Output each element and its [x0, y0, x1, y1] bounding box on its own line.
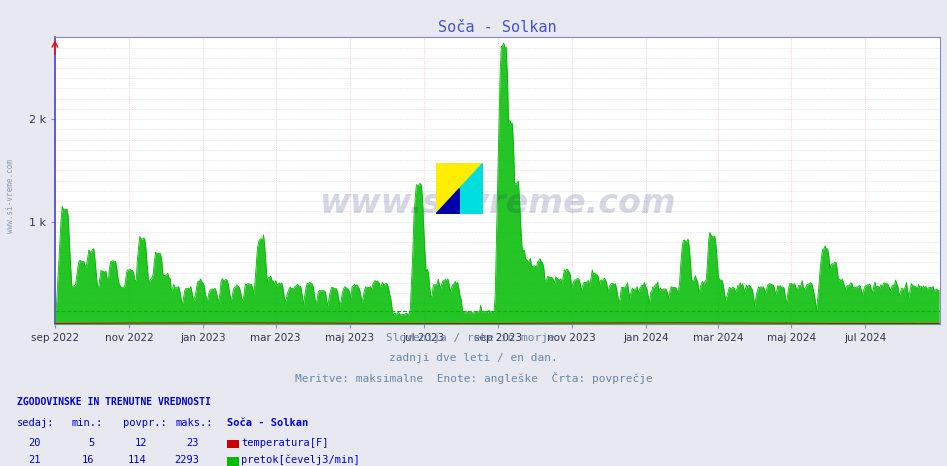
Text: Slovenija / reke in morje.: Slovenija / reke in morje. — [385, 333, 562, 343]
Text: ZGODOVINSKE IN TRENUTNE VREDNOSTI: ZGODOVINSKE IN TRENUTNE VREDNOSTI — [17, 397, 211, 407]
Text: 21: 21 — [28, 455, 41, 465]
Text: Meritve: maksimalne  Enote: angleške  Črta: povprečje: Meritve: maksimalne Enote: angleške Črta… — [295, 372, 652, 384]
Text: 16: 16 — [82, 455, 95, 465]
Text: povpr.:: povpr.: — [123, 418, 167, 428]
Text: www.si-vreme.com: www.si-vreme.com — [319, 187, 676, 220]
Text: 5: 5 — [88, 438, 95, 448]
Text: min.:: min.: — [71, 418, 102, 428]
Polygon shape — [436, 163, 483, 214]
Text: 20: 20 — [28, 438, 41, 448]
Text: sedaj:: sedaj: — [17, 418, 55, 428]
Text: zadnji dve leti / en dan.: zadnji dve leti / en dan. — [389, 353, 558, 363]
Polygon shape — [436, 163, 483, 214]
Text: maks.:: maks.: — [175, 418, 213, 428]
Text: www.si-vreme.com: www.si-vreme.com — [6, 159, 15, 233]
Text: 114: 114 — [128, 455, 147, 465]
Text: temperatura[F]: temperatura[F] — [241, 438, 329, 448]
Text: 12: 12 — [134, 438, 147, 448]
Text: 2293: 2293 — [174, 455, 199, 465]
Text: 23: 23 — [187, 438, 199, 448]
Title: Soča - Solkan: Soča - Solkan — [438, 20, 557, 35]
Text: pretok[čevelj3/min]: pretok[čevelj3/min] — [241, 455, 360, 465]
Text: Soča - Solkan: Soča - Solkan — [227, 418, 309, 428]
Polygon shape — [436, 189, 459, 214]
